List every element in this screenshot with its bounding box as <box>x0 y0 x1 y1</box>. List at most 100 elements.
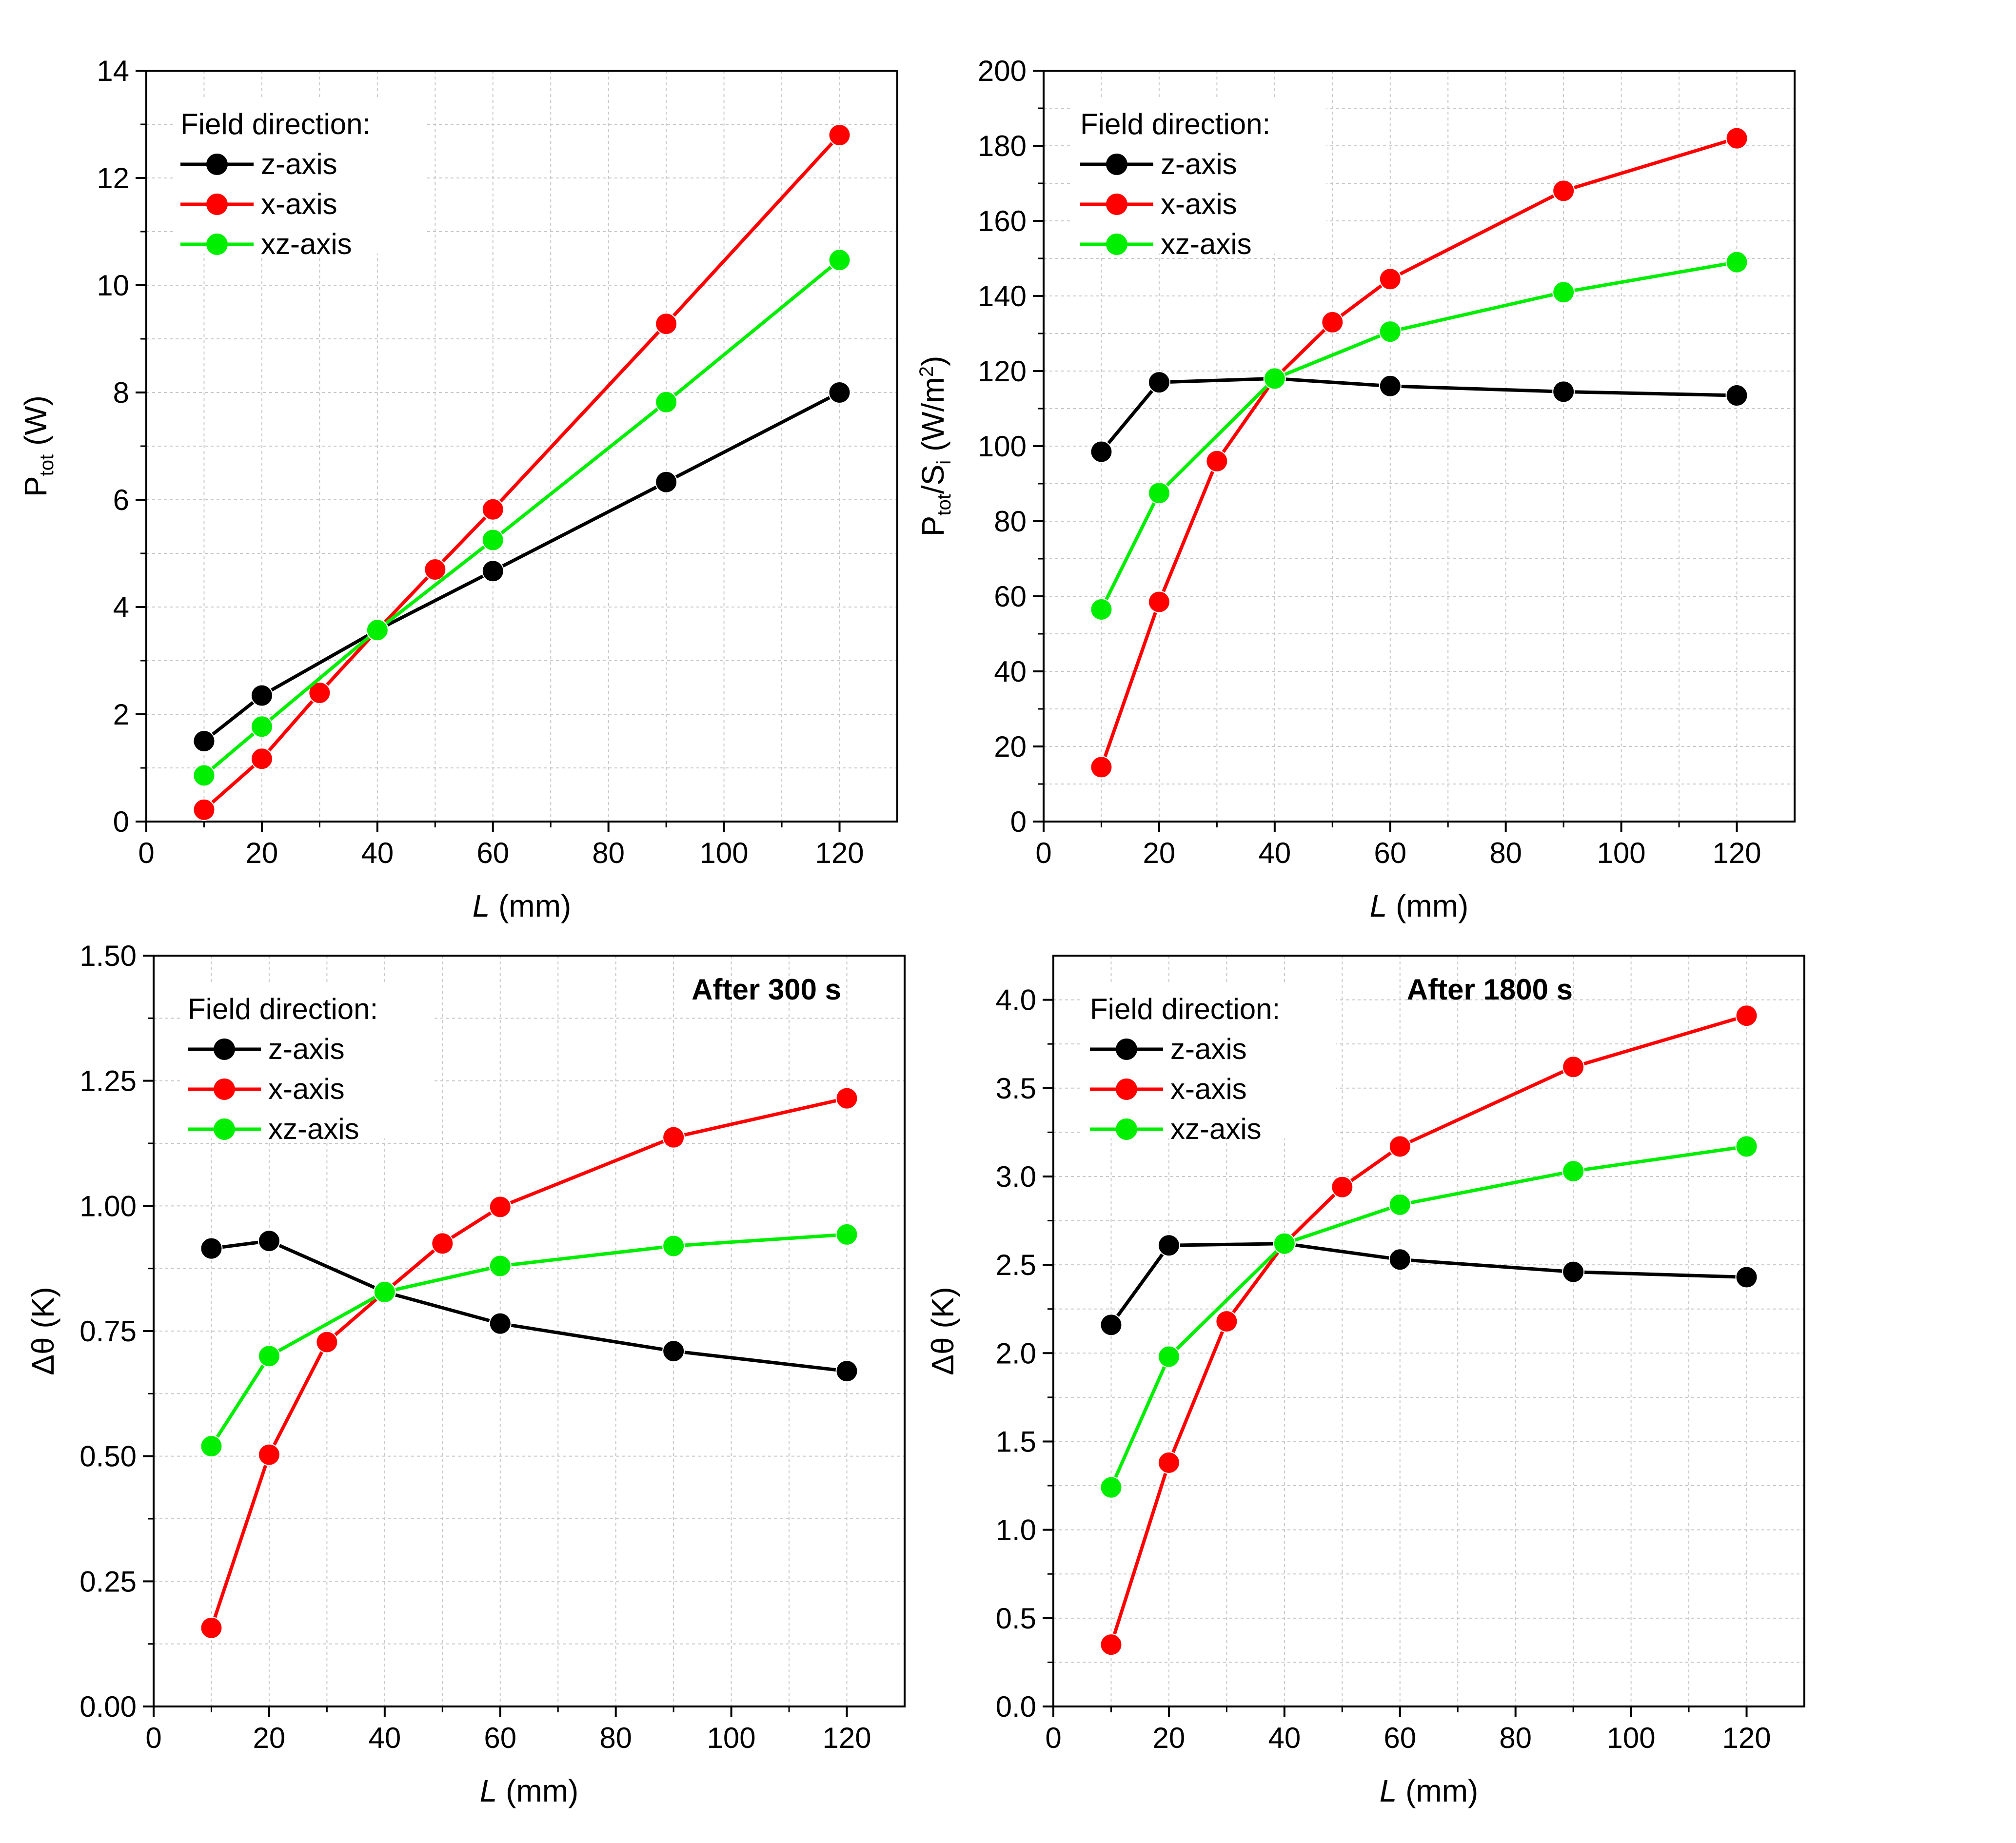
legend-marker-x-axis <box>214 1078 235 1100</box>
legend-marker-xz-axis <box>1116 1118 1137 1140</box>
data-point-xz-axis <box>1725 251 1748 274</box>
y-tick-label: 0.5 <box>996 1602 1036 1635</box>
x-tick-label: 80 <box>592 837 625 869</box>
legend-title: Field direction: <box>1080 108 1270 140</box>
y-tick-label: 10 <box>97 269 129 302</box>
x-tick-label: 0 <box>1045 1722 1061 1754</box>
legend-marker-x-axis <box>1106 194 1127 215</box>
y-tick-label: 3.0 <box>996 1160 1036 1193</box>
y-tick-label: 0.25 <box>79 1565 137 1598</box>
legend-marker-x-axis <box>206 194 228 215</box>
legend: Field direction: z-axis x-axis xz-axis <box>1073 100 1326 260</box>
data-point-x-axis <box>424 558 447 581</box>
axes-frame <box>1052 955 1805 1707</box>
y-tick-label: 60 <box>994 580 1027 613</box>
legend-marker-xz-axis <box>214 1118 235 1140</box>
y-tick-label: 1.0 <box>996 1514 1036 1547</box>
data-point-x-axis <box>828 124 851 146</box>
data-point-xz-axis <box>489 1255 512 1277</box>
data-point-xz-axis <box>1562 1160 1585 1183</box>
data-point-xz-axis <box>1388 1193 1411 1216</box>
x-tick-label: 60 <box>484 1722 516 1754</box>
series-x-axis <box>1090 127 1748 779</box>
data-point-x-axis <box>835 1087 858 1110</box>
series-xz-axis <box>200 1223 858 1458</box>
x-tick-label: 40 <box>1268 1722 1301 1754</box>
data-point-z-axis <box>1100 1314 1123 1336</box>
data-point-x-axis <box>1100 1633 1123 1656</box>
y-tick-label: 100 <box>978 430 1027 463</box>
data-point-xz-axis <box>1552 281 1575 304</box>
y-axis-label: Ptot (W) <box>18 395 58 497</box>
x-tick-label: 100 <box>700 837 749 869</box>
legend-title: Field direction: <box>180 108 371 140</box>
data-point-x-axis <box>1147 590 1170 613</box>
y-tick-label: 14 <box>97 55 129 87</box>
data-point-xz-axis <box>662 1235 685 1257</box>
data-point-z-axis <box>193 730 216 752</box>
chart-p4: 0 20 40 60 80 100 120 0.0 0.5 1.0 1.5 2.0 2.5 3.0 3.5 4… <box>925 955 1805 1808</box>
x-tick-label: 40 <box>1258 837 1291 869</box>
chart-p2: 0 20 40 60 80 100 120 0 20 40 60 80 100 120 140 160 180 2… <box>915 55 1796 923</box>
y-tick-label: 2.0 <box>996 1337 1036 1370</box>
y-tick-label: 1.5 <box>996 1425 1036 1458</box>
data-point-xz-axis <box>1100 1476 1123 1499</box>
legend-marker-xz-axis <box>1106 234 1127 255</box>
data-point-x-axis <box>1321 311 1344 333</box>
legend: Field direction: z-axis x-axis xz-axis <box>173 100 427 260</box>
data-point-x-axis <box>1379 268 1402 291</box>
x-axis-label: L (mm) <box>1370 888 1469 923</box>
legend-marker-xz-axis <box>206 234 228 255</box>
data-point-xz-axis <box>828 249 851 272</box>
data-point-x-axis <box>308 682 331 704</box>
series-line-x-axis <box>203 134 841 811</box>
y-tick-label: 200 <box>978 55 1027 87</box>
y-tick-label: 0 <box>1010 805 1027 838</box>
data-point-z-axis <box>828 381 851 404</box>
data-point-x-axis <box>1725 127 1748 150</box>
data-point-z-axis <box>489 1312 512 1335</box>
data-point-z-axis <box>1379 374 1402 397</box>
y-tick-label: 12 <box>97 162 129 195</box>
legend-marker-z-axis <box>214 1039 235 1060</box>
x-tick-label: 40 <box>368 1722 401 1754</box>
legend-label-z-axis: z-axis <box>1170 1033 1247 1065</box>
legend: Field direction: z-axis x-axis xz-axis <box>1083 985 1336 1145</box>
data-point-x-axis <box>250 747 273 770</box>
x-axis-label: L (mm) <box>473 888 572 923</box>
data-point-z-axis <box>655 471 678 493</box>
x-tick-label: 0 <box>138 837 154 869</box>
data-point-z-axis <box>1735 1266 1758 1289</box>
data-point-xz-axis <box>257 1345 280 1368</box>
x-axis-label: L (mm) <box>480 1773 579 1808</box>
y-tick-label: 80 <box>994 505 1027 538</box>
data-point-x-axis <box>481 498 504 521</box>
y-tick-label: 160 <box>978 205 1027 237</box>
data-point-x-axis <box>1331 1176 1354 1198</box>
data-point-x-axis <box>1090 756 1113 779</box>
data-point-x-axis <box>316 1331 338 1353</box>
data-point-xz-axis <box>1147 482 1170 505</box>
y-tick-label: 4.0 <box>996 984 1036 1017</box>
data-point-x-axis <box>200 1616 223 1639</box>
legend-label-xz-axis: xz-axis <box>261 228 352 260</box>
data-point-x-axis <box>1552 179 1575 202</box>
y-tick-label: 3.5 <box>996 1072 1036 1105</box>
x-tick-label: 100 <box>1597 837 1646 869</box>
data-point-x-axis <box>489 1196 512 1218</box>
legend-marker-z-axis <box>206 154 228 175</box>
legend-marker-x-axis <box>1116 1078 1137 1100</box>
data-point-x-axis <box>1562 1056 1585 1078</box>
x-tick-label: 0 <box>1035 837 1051 869</box>
data-point-z-axis <box>1090 440 1113 463</box>
y-axis-label: Δθ (K) <box>25 1287 60 1375</box>
data-point-z-axis <box>1562 1260 1585 1283</box>
data-point-xz-axis <box>1157 1345 1180 1368</box>
y-tick-label: 40 <box>994 655 1027 688</box>
x-tick-label: 120 <box>815 837 864 869</box>
data-point-xz-axis <box>655 391 678 413</box>
data-point-xz-axis <box>250 715 273 738</box>
legend-marker-z-axis <box>1106 154 1127 175</box>
y-tick-label: 140 <box>978 280 1027 313</box>
data-point-x-axis <box>1215 1310 1238 1333</box>
